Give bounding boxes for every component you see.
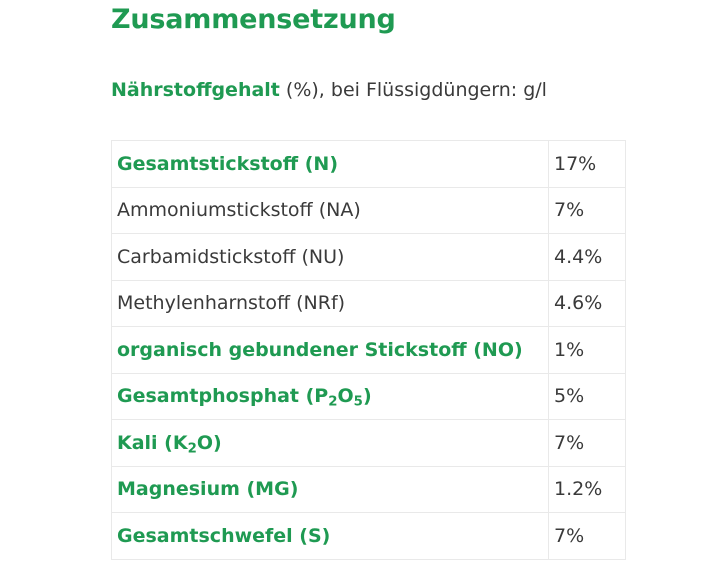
nutrient-value: 7% (548, 512, 626, 560)
nutrient-value: 17% (548, 140, 626, 188)
nutrient-name-part: Gesamtphosphat (P (117, 385, 329, 408)
nutrient-content-label: Nährstoffgehalt (111, 79, 280, 101)
nutrient-value: 7% (548, 186, 626, 234)
nutrient-name-part: Gesamtschwefel (S) (117, 524, 331, 547)
nutrient-value: 7% (548, 419, 626, 467)
nutrient-name-subscript: 2 (328, 394, 338, 410)
table-row: Gesamtphosphat (P2O5) 5% (111, 372, 626, 420)
nutrient-name: Gesamtphosphat (P2O5) (111, 372, 549, 420)
nutrient-name-part: Methylenharnstoff (NRf) (117, 292, 346, 315)
nutrient-name: Carbamidstickstoff (NU) (111, 233, 549, 281)
table-row: Ammoniumstickstoff (NA) 7% (111, 186, 626, 234)
nutrient-name: Methylenharnstoff (NRf) (111, 279, 549, 327)
table-row: Kali (K2O) 7% (111, 419, 626, 467)
composition-table-body: Gesamtstickstoff (N) 17% Ammoniumstickstof… (111, 140, 626, 560)
nutrient-value: 4.4% (548, 233, 626, 281)
table-row: Magnesium (MG) 1.2% (111, 465, 626, 513)
nutrient-name-subscript: 2 (187, 441, 197, 457)
nutrient-name-part: Carbamidstickstoff (NU) (117, 245, 345, 268)
table-row: Carbamidstickstoff (NU) 4.4% (111, 233, 626, 281)
nutrient-name: Gesamtstickstoff (N) (111, 140, 549, 188)
nutrient-name-part: organisch gebundener Stickstoff (NO) (117, 338, 523, 361)
nutrient-value: 1.2% (548, 465, 626, 513)
table-row: Gesamtschwefel (S) 7% (111, 512, 626, 560)
nutrient-name: Kali (K2O) (111, 419, 549, 467)
nutrient-name-part: O (337, 385, 354, 408)
nutrient-value: 1% (548, 326, 626, 374)
nutrient-name-subscript: 5 (353, 394, 363, 410)
page-title: Zusammensetzung (111, 4, 396, 35)
nutrient-name-part: Ammoniumstickstoff (NA) (117, 199, 361, 222)
composition-table: Gesamtstickstoff (N) 17% Ammoniumstickstof… (111, 140, 626, 560)
nutrient-name-part: Kali (K (117, 431, 188, 454)
nutrient-content-unit-note: (%), bei Flüssigdüngern: g/l (279, 79, 547, 101)
nutrient-name: organisch gebundener Stickstoff (NO) (111, 326, 549, 374)
nutrient-name: Magnesium (MG) (111, 465, 549, 513)
table-row: organisch gebundener Stickstoff (NO) 1% (111, 326, 626, 374)
table-row: Methylenharnstoff (NRf) 4.6% (111, 279, 626, 327)
nutrient-name-part: ) (362, 385, 372, 408)
nutrient-content-note: Nährstoffgehalt (%), bei Flüssigdüngern:… (111, 79, 547, 101)
nutrient-name: Ammoniumstickstoff (NA) (111, 186, 549, 234)
table-row: Gesamtstickstoff (N) 17% (111, 140, 626, 188)
nutrient-name-part: Gesamtstickstoff (N) (117, 152, 339, 175)
nutrient-value: 4.6% (548, 279, 626, 327)
nutrient-value: 5% (548, 372, 626, 420)
nutrient-name: Gesamtschwefel (S) (111, 512, 549, 560)
nutrient-name-part: Magnesium (MG) (117, 478, 299, 501)
nutrient-name-part: O) (196, 431, 222, 454)
